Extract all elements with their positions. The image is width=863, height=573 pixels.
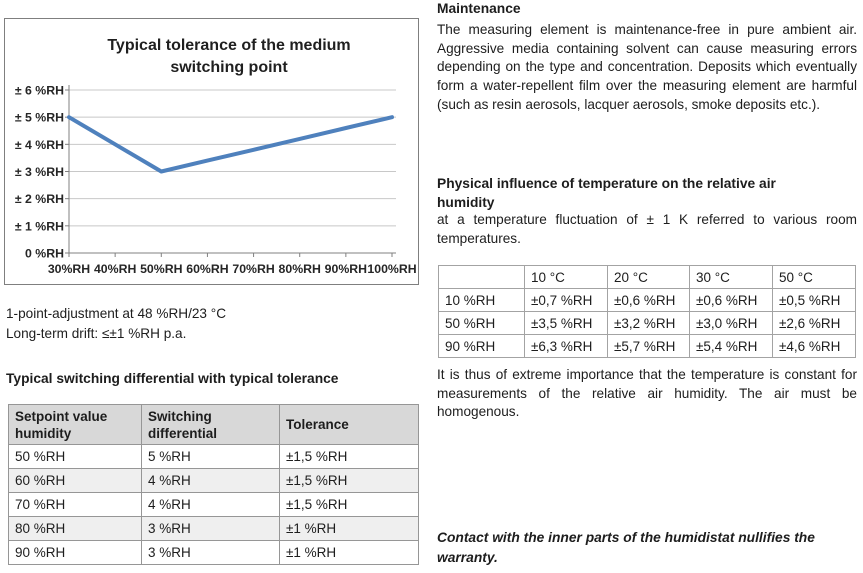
table-row: 90 %RH ±6,3 %RH ±5,7 %RH ±5,4 %RH ±4,6 %RH [438, 334, 856, 358]
x-tick-label: 90%RH [325, 262, 367, 276]
tolerance-chart: Typical tolerance of the medium switching… [4, 18, 419, 285]
table-row: 10 %RH ±0,7 %RH ±0,6 %RH ±0,6 %RH ±0,5 %RH [438, 288, 856, 312]
table-cell: ±5,7 %RH [607, 334, 690, 358]
table-cell: 3 %RH [141, 540, 280, 565]
warranty-notice: Contact with the inner parts of the humi… [437, 530, 815, 565]
y-tick-label: 0 %RH [25, 247, 64, 261]
importance-paragraph: It is thus of extreme importance that th… [437, 367, 857, 420]
maintenance-heading: Maintenance [437, 1, 521, 16]
x-tick-label: 60%RH [186, 262, 228, 276]
table-cell: ±1 %RH [279, 516, 419, 541]
table-cell: 70 %RH [8, 492, 142, 517]
chart-title: Typical tolerance of the medium [107, 37, 350, 54]
y-tick-label: ± 1 %RH [15, 219, 64, 233]
table-cell: ±4,6 %RH [772, 334, 856, 358]
table-cell: ±1,5 %RH [279, 492, 419, 517]
adjustment-note: 1-point-adjustment at 48 %RH/23 °C [6, 306, 227, 321]
table-header-cell: Tolerance [279, 404, 419, 445]
adjustment-notes: 1-point-adjustment at 48 %RH/23 °C Long-… [6, 304, 226, 343]
table-header-cell: Switching differential [141, 404, 280, 445]
table-cell: 4 %RH [141, 492, 280, 517]
table-row: 70 %RH 4 %RH ±1,5 %RH [8, 492, 419, 517]
table-cell: ±6,3 %RH [524, 334, 608, 358]
maintenance-paragraph: The measuring element is maintenance-fre… [437, 22, 857, 112]
table-cell: ±2,6 %RH [772, 311, 856, 335]
table-cell: ±5,4 %RH [689, 334, 773, 358]
table-cell: ±3,5 %RH [524, 311, 608, 335]
y-tick-label: ± 5 %RH [15, 111, 64, 125]
x-tick-label: 40%RH [94, 262, 136, 276]
physical-influence-subtext: at a temperature fluctuation of ± 1 K re… [437, 212, 857, 246]
physical-influence-heading: Physical influence of temperature on the… [437, 176, 776, 210]
table-cell: 60 %RH [8, 468, 142, 493]
table-row: 50 %RH ±3,5 %RH ±3,2 %RH ±3,0 %RH ±2,6 %RH [438, 311, 856, 335]
table-cell: ±1 %RH [279, 540, 419, 565]
table-cell: ±3,0 %RH [689, 311, 773, 335]
drift-note: Long-term drift: ≤±1 %RH p.a. [6, 325, 187, 341]
x-tick-label: 80%RH [279, 262, 321, 276]
table-cell: ±1,5 %RH [279, 444, 419, 469]
table-row: 60 %RH 4 %RH ±1,5 %RH [8, 468, 419, 493]
table-cell: ±0,6 %RH [607, 288, 690, 312]
table-header-cell: Setpoint value humidity [8, 404, 142, 445]
table-row: 50 %RH 5 %RH ±1,5 %RH [8, 444, 419, 469]
table-header-cell: 30 °C [689, 265, 773, 289]
table-row: 80 %RH 3 %RH ±1 %RH [8, 516, 419, 541]
table-cell: 80 %RH [8, 516, 142, 541]
table-cell: ±0,6 %RH [689, 288, 773, 312]
table-header-cell: 50 °C [772, 265, 856, 289]
tolerance-chart-canvas: Typical tolerance of the medium switching… [15, 37, 417, 276]
x-tick-label: 30%RH [48, 262, 90, 276]
table-header-cell: 10 °C [524, 265, 608, 289]
table-cell: ±3,2 %RH [607, 311, 690, 335]
y-tick-label: ± 3 %RH [15, 165, 64, 179]
tolerance-line-series [67, 115, 394, 174]
table-cell: 50 %RH [438, 311, 525, 335]
table-cell: ±1,5 %RH [279, 468, 419, 493]
table-cell: 50 %RH [8, 444, 142, 469]
x-tick-label: 100%RH [367, 262, 416, 276]
table-row: 90 %RH 3 %RH ±1 %RH [8, 540, 419, 565]
table-cell: 3 %RH [141, 516, 280, 541]
y-tick-label: ± 4 %RH [15, 138, 64, 152]
y-tick-label: ± 2 %RH [15, 192, 64, 206]
temperature-influence-table: 10 °C 20 °C 30 °C 50 °C 10 %RH ±0,7 %RH ±0,6 %… [438, 265, 856, 358]
switching-differential-heading: Typical switching differential with typi… [6, 371, 339, 386]
chart-title: switching point [170, 59, 288, 76]
table-cell: 10 %RH [438, 288, 525, 312]
table-header-cell [438, 265, 525, 289]
table-header-row: 10 °C 20 °C 30 °C 50 °C [438, 265, 856, 289]
switching-differential-table: Setpoint value humidity Switching differe… [8, 404, 419, 565]
table-header-cell: 20 °C [607, 265, 690, 289]
table-cell: 5 %RH [141, 444, 280, 469]
table-cell: 90 %RH [8, 540, 142, 565]
table-cell: 90 %RH [438, 334, 525, 358]
table-header-row: Setpoint value humidity Switching differe… [8, 404, 419, 445]
x-tick-label: 50%RH [140, 262, 182, 276]
table-cell: 4 %RH [141, 468, 280, 493]
table-cell: ±0,7 %RH [524, 288, 608, 312]
y-tick-label: ± 6 %RH [15, 84, 64, 98]
table-cell: ±0,5 %RH [772, 288, 856, 312]
x-tick-label: 70%RH [232, 262, 274, 276]
